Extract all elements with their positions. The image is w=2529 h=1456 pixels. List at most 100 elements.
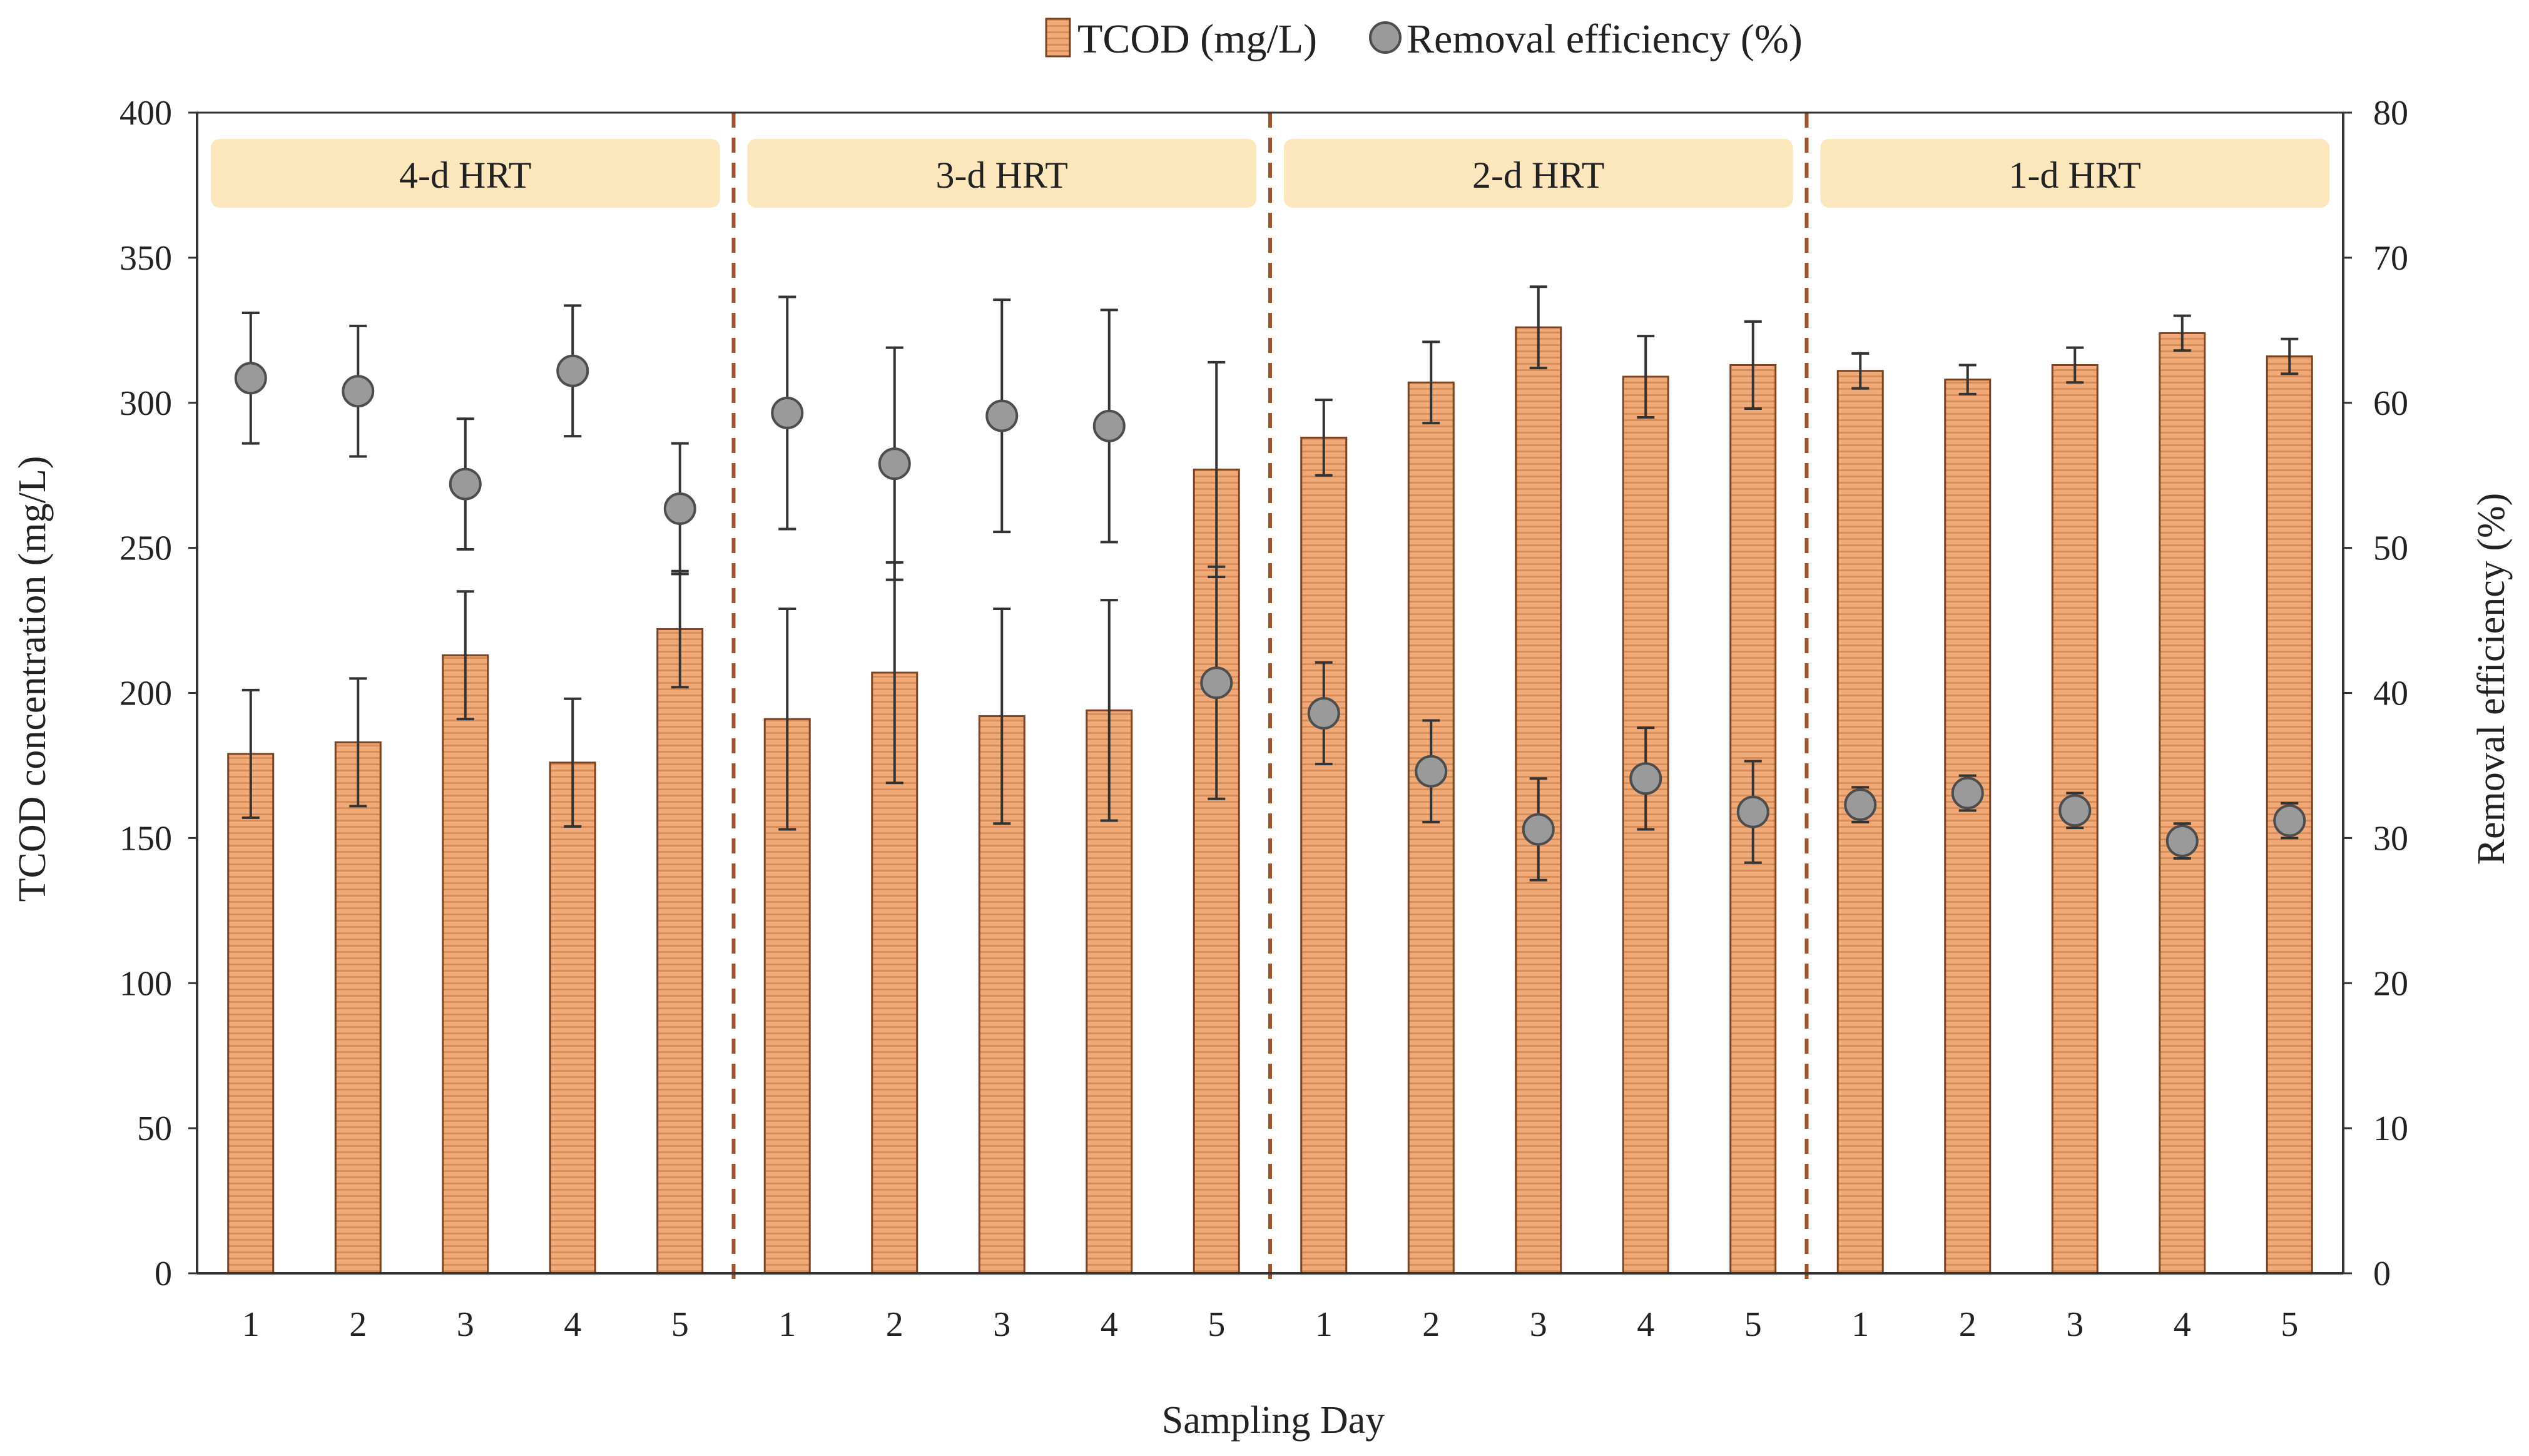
x-tick-label: 1	[778, 1305, 796, 1344]
dot-5	[663, 492, 696, 526]
dot-2	[342, 375, 375, 408]
dot-7	[878, 447, 911, 481]
dot-8	[985, 399, 1019, 432]
legend-dot-swatch	[1369, 21, 1402, 54]
legend-dot-label: Removal efficiency (%)	[1407, 16, 1803, 62]
dot-16	[1844, 788, 1877, 822]
phase-label-2: 3-d HRT	[936, 155, 1068, 196]
dot-12	[1415, 755, 1448, 788]
y-left-tick-label: 250	[120, 529, 172, 568]
x-tick-label: 3	[993, 1305, 1010, 1344]
bar-error-11	[1315, 399, 1333, 477]
phase-label-3: 2-d HRT	[1472, 155, 1604, 196]
bar-error-15	[1744, 320, 1762, 410]
phase-label-4: 1-d HRT	[2009, 155, 2141, 196]
dot-9	[1092, 409, 1126, 442]
x-tick-label: 5	[1208, 1305, 1225, 1344]
bar-12	[1407, 381, 1455, 1275]
y-left-tick-label: 200	[120, 675, 172, 713]
dot-3	[449, 467, 482, 501]
dot-14	[1629, 762, 1662, 795]
y-right-tick-label: 0	[2373, 1255, 2391, 1293]
legend-bar-label: TCOD (mg/L)	[1077, 16, 1317, 62]
bar-error-4	[564, 697, 582, 828]
x-tick-label: 4	[564, 1305, 581, 1344]
legend: TCOD (mg/L) Removal efficiency (%)	[1045, 16, 1803, 62]
dot-10	[1200, 666, 1233, 700]
bar-error-6	[778, 608, 796, 831]
y-right-tick-label: 40	[2373, 675, 2408, 713]
dot-19	[2165, 825, 2199, 858]
dot-layer	[234, 295, 2306, 882]
phase-box-3	[1284, 139, 1793, 208]
y-right-tick-label: 10	[2373, 1109, 2408, 1148]
bar-error-2	[349, 677, 367, 808]
x-tick-label: 1	[242, 1305, 260, 1344]
dot-17	[1951, 776, 1984, 810]
y-right-tick-label: 50	[2373, 529, 2408, 568]
y-left-tick-label: 100	[120, 964, 172, 1003]
y-left-tick-label: 300	[120, 384, 172, 423]
x-tick-label: 5	[2281, 1305, 2298, 1344]
bar-4	[549, 761, 596, 1275]
phase-box-1	[211, 139, 720, 208]
y-right-tick-label: 30	[2373, 819, 2408, 858]
phase-box-4	[1820, 139, 2329, 208]
dot-6	[771, 396, 804, 429]
dot-18	[2058, 794, 2092, 827]
x-tick-label: 2	[1422, 1305, 1440, 1344]
dot-11	[1307, 696, 1340, 730]
bar-11	[1300, 436, 1348, 1275]
bar-error-9	[1100, 599, 1118, 822]
dot-1	[234, 362, 267, 395]
dot-20	[2273, 804, 2306, 837]
x-tick-label: 5	[1744, 1305, 1762, 1344]
bar-17	[1944, 379, 1992, 1275]
x-tick-label: 3	[1530, 1305, 1547, 1344]
y-right-tick-label: 80	[2373, 94, 2408, 133]
x-tick-label: 3	[457, 1305, 474, 1344]
x-tick-label: 5	[671, 1305, 689, 1344]
x-tick-label: 4	[1101, 1305, 1118, 1344]
bar-error-8	[993, 608, 1011, 825]
x-tick-label: 1	[1315, 1305, 1333, 1344]
x-tick-label: 2	[1959, 1305, 1977, 1344]
dot-13	[1522, 813, 1555, 846]
bar-error-20	[2281, 337, 2299, 375]
phase-box-2	[747, 139, 1256, 208]
dot-4	[556, 354, 589, 387]
bar-error-12	[1422, 340, 1440, 425]
y-axis-left-title: TCOD concentration (mg/L)	[11, 456, 54, 902]
bar-error-1	[242, 688, 260, 819]
bar-error-14	[1637, 335, 1655, 419]
x-tick-label: 4	[1637, 1305, 1654, 1344]
y-right-tick-label: 60	[2373, 384, 2408, 423]
bar-3	[442, 654, 489, 1275]
bar-19	[2159, 332, 2206, 1275]
x-tick-label: 1	[1851, 1305, 1869, 1344]
y-left-tick-label: 400	[120, 94, 172, 133]
y-right-tick-label: 20	[2373, 964, 2408, 1003]
axis-layer: 0 50 100 150 200 250 300 350 400 0 10 20 30 40 50 60 70 8…	[120, 94, 2408, 1344]
dot-15	[1736, 795, 1769, 828]
x-tick-label: 3	[2066, 1305, 2084, 1344]
bar-error-13	[1529, 285, 1547, 370]
bar-error-19	[2173, 314, 2191, 352]
bar-2	[334, 741, 382, 1275]
phase-label-1: 4-d HRT	[399, 155, 531, 196]
x-tick-label: 4	[2174, 1305, 2191, 1344]
bar-error-18	[2066, 346, 2084, 384]
bar-error-3	[456, 590, 474, 721]
y-left-tick-label: 50	[137, 1109, 172, 1148]
x-tick-label: 2	[349, 1305, 367, 1344]
x-tick-label: 2	[886, 1305, 903, 1344]
y-left-tick-label: 150	[120, 819, 172, 858]
y-left-tick-label: 350	[120, 239, 172, 278]
legend-bar-swatch	[1045, 18, 1071, 58]
bar-error-16	[1851, 352, 1870, 390]
bar-error-17	[1958, 364, 1977, 395]
y-right-tick-label: 70	[2373, 239, 2408, 278]
y-axis-right-title: Removal efficiency (%)	[2470, 493, 2513, 865]
phase-layer: 4-d HRT 3-d HRT 2-d HRT 1-d HRT	[211, 113, 2329, 1287]
